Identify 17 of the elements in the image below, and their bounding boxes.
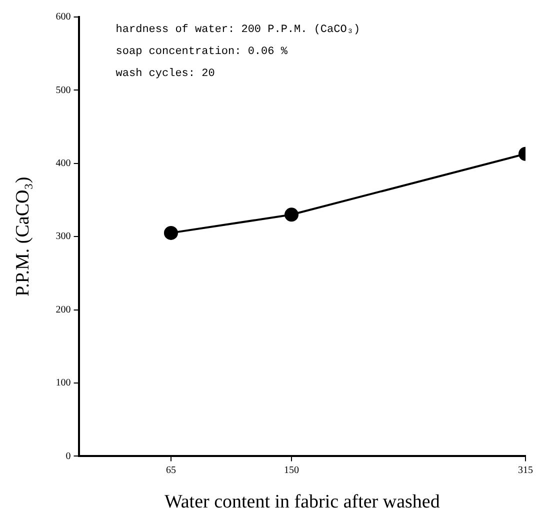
x-tick-label: 65 bbox=[166, 464, 176, 476]
point bbox=[164, 226, 178, 240]
y-axis-title: P.P.M. (CaCO₃) bbox=[12, 176, 34, 296]
point bbox=[284, 208, 299, 222]
x-tick-label: 315 bbox=[518, 464, 533, 476]
annotation: soap concentration: 0.06 % bbox=[116, 46, 288, 58]
y-tick-label: 500 bbox=[56, 84, 71, 96]
x-tick-label: 150 bbox=[284, 464, 300, 476]
y-tick-label: 300 bbox=[56, 231, 71, 242]
y-tick-label: 100 bbox=[56, 378, 71, 389]
annotation: wash cycles: 20 bbox=[116, 68, 215, 80]
y-tick-label: 400 bbox=[56, 158, 71, 170]
annotation: hardness of water: 200 P.P.M. (CaCO₃) bbox=[116, 24, 360, 36]
y-tick-label: 200 bbox=[56, 304, 71, 316]
y-tick-label: 600 bbox=[56, 12, 71, 23]
y-tick-label: 0 bbox=[66, 450, 71, 462]
x-axis-title: Water content in fabric after washed bbox=[164, 492, 440, 513]
